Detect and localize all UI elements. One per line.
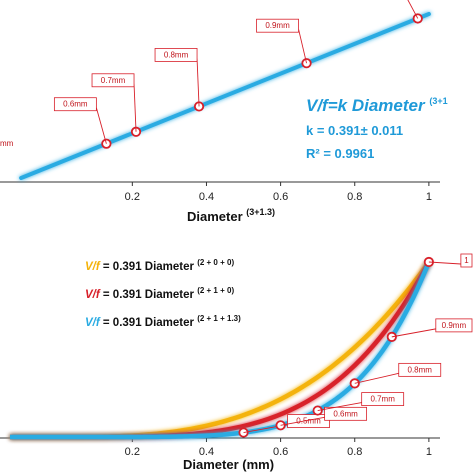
- legend-entry: V/f = 0.391 Diameter (2 + 0 + 0): [85, 258, 234, 273]
- equation-text: V/f=k Diameter: [306, 96, 426, 115]
- bottom-callout-box: [287, 414, 330, 428]
- top-callout-box: [154, 48, 198, 62]
- bottom-x-tick-label: 1: [426, 446, 432, 458]
- top-point-label: 0.8mm: [164, 50, 189, 59]
- top-x-tick-label: 0.4: [199, 191, 214, 203]
- k-value: k = 0.391± 0.011: [306, 123, 403, 138]
- equation-sup: (3+1: [429, 96, 447, 106]
- top-callout-leader: [196, 58, 200, 107]
- top-callout-leader: [298, 29, 307, 64]
- bottom-x-tick-label: 0.2: [125, 446, 140, 458]
- bottom-callout-leader: [354, 372, 399, 384]
- bottom-point-callout: 0.7mm: [312, 392, 405, 416]
- top-callout-leader: [95, 107, 107, 144]
- bottom-callout-leader: [317, 402, 362, 412]
- bottom-point-callout: 0.8mm: [349, 362, 442, 389]
- legend-entry: V/f = 0.391 Diameter (2 + 1 + 0): [85, 286, 234, 301]
- top-x-tick-label: 1: [426, 191, 432, 203]
- top-data-point: [101, 138, 112, 149]
- bottom-point-callout: 0.9mm: [386, 318, 473, 342]
- top-x-tick-label: 0.6: [273, 191, 288, 203]
- top-callout-box: [256, 18, 299, 33]
- bottom-point-label: 0.7mm: [370, 395, 395, 404]
- bottom-point-label: 0.9mm: [442, 321, 467, 330]
- bottom-callout-box: [435, 318, 473, 333]
- bottom-data-point: [386, 331, 397, 342]
- bottom-callout-box: [398, 362, 442, 377]
- bottom-point-label: 0.8mm: [408, 365, 433, 374]
- equation-annotation: V/f=k Diameter (3+1 k = 0.391± 0.011 R² …: [306, 96, 448, 161]
- top-x-axis-title: Diameter (3+1.3): [187, 207, 275, 224]
- bottom-x-axis-title: Diameter (mm): [183, 457, 274, 472]
- top-chart-panel: 0.20.40.60.81 0.6mm0.7mm0.8mm0.9mm1.0mm …: [0, 0, 448, 224]
- top-point-callout: 0.8mm: [154, 48, 205, 112]
- bottom-x-tick-label: 0.8: [347, 446, 362, 458]
- bottom-point-label: 0.6mm: [333, 409, 358, 418]
- bottom-callout-box: [460, 253, 473, 268]
- top-point-callout: 1.0mm: [407, 0, 423, 24]
- top-x-tick-label: 0.8: [347, 191, 362, 203]
- bottom-point-label: 0.5mm: [296, 417, 321, 426]
- top-point-callout: 0.7mm: [91, 73, 142, 137]
- top-point-label: 0.9mm: [265, 21, 290, 30]
- bottom-x-tick-label: 0.6: [273, 446, 288, 458]
- top-x-tick-label: 0.2: [125, 191, 140, 203]
- r-squared: R² = 0.9961: [306, 146, 374, 161]
- top-edge-label: mm: [0, 139, 14, 148]
- bottom-callout-leader: [280, 416, 325, 426]
- top-point-label: 0.6mm: [63, 100, 88, 109]
- top-callout-leader: [407, 0, 419, 19]
- top-point-callout: 0.6mm: [53, 97, 112, 149]
- top-point-callout: 0.9mm: [256, 18, 312, 69]
- top-series-line: [19, 12, 431, 180]
- bottom-point-callout: 1: [423, 253, 473, 268]
- bottom-point-callout: 0.5mm: [238, 414, 330, 438]
- bottom-callout-box: [361, 392, 405, 406]
- bottom-chart-panel: 0.2 0.4 0.6 0.8 1 0.5mm 0.6mm 0.7mm 0.8mm 0.9mm 1…: [0, 253, 473, 472]
- legend-entry: V/f = 0.391 Diameter (2 + 1 + 1.3): [85, 314, 241, 329]
- svg-text:V/f=k Diameter (3+1: V/f=k Diameter (3+1: [306, 96, 448, 115]
- bottom-point-label: 1: [464, 256, 469, 265]
- bottom-callout-leader: [428, 261, 461, 265]
- top-callout-box: [53, 97, 97, 112]
- bottom-x-tick-label: 0.4: [199, 446, 214, 458]
- top-callout-box: [91, 73, 135, 88]
- top-point-label: 0.7mm: [101, 76, 126, 85]
- bottom-point-callout: 0.6mm: [275, 406, 368, 431]
- bottom-callout-box: [324, 406, 368, 421]
- top-callout-leader: [133, 83, 137, 132]
- legend: V/f = 0.391 Diameter (2 + 0 + 0) V/f = 0.…: [85, 258, 241, 329]
- bottom-callout-leader: [391, 328, 436, 338]
